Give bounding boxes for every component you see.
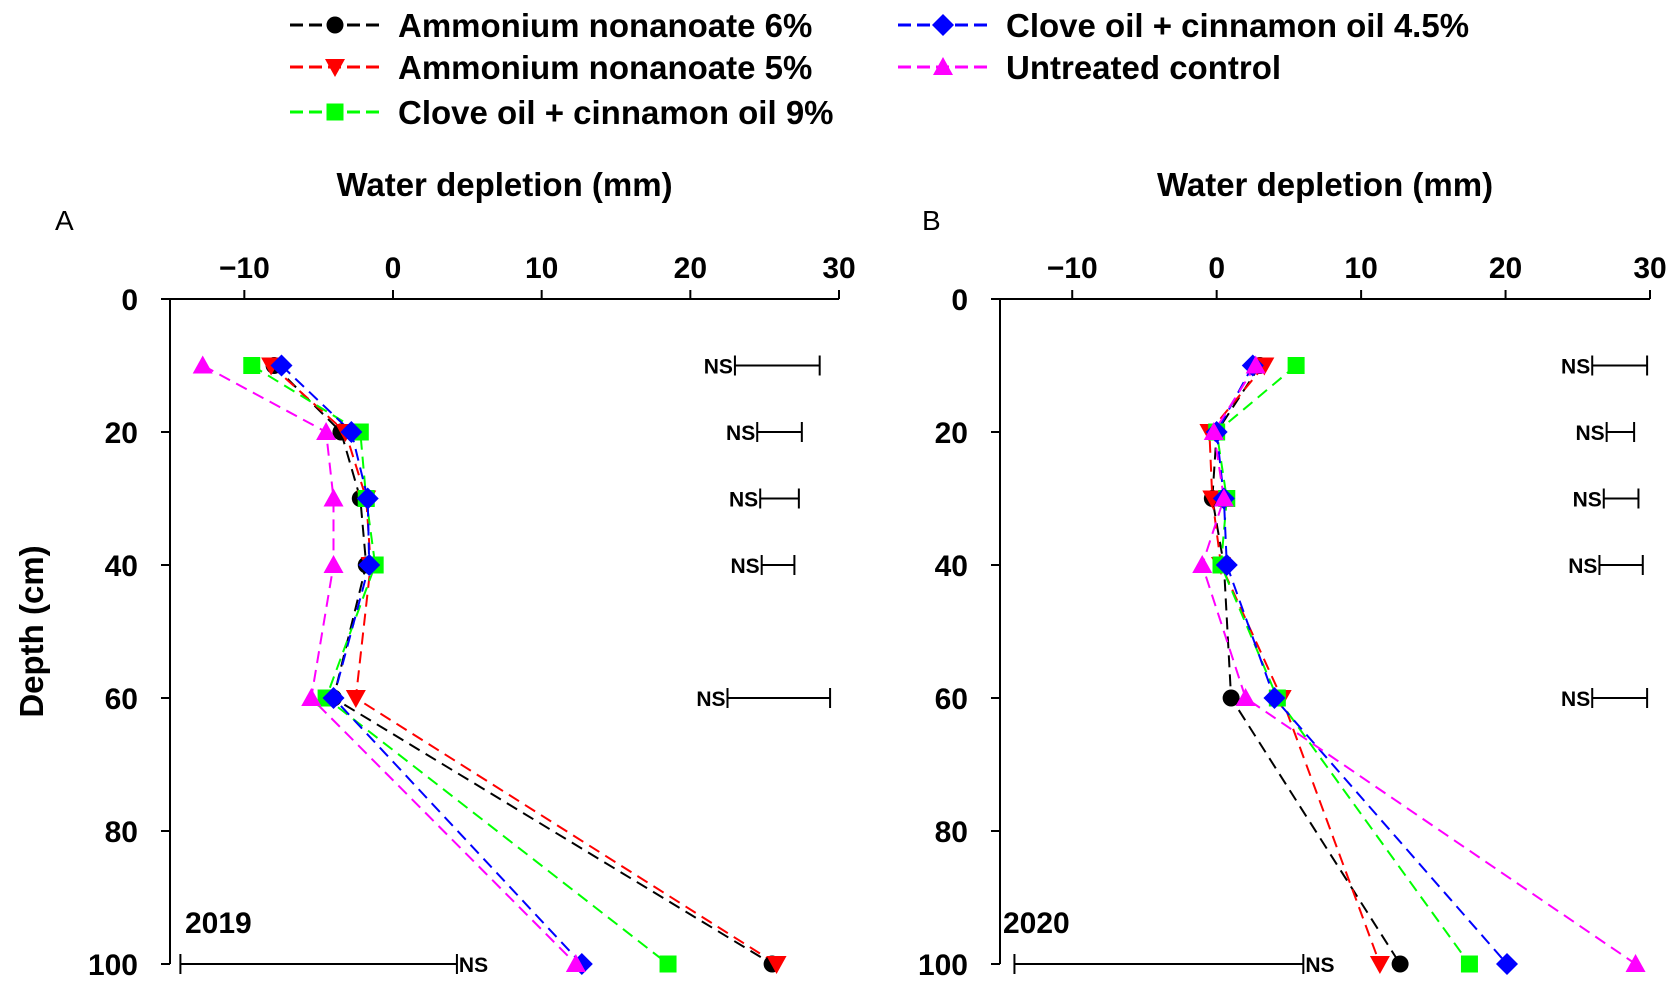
panel-a-line-ammonium-nonanoate-6 [273,364,773,965]
panel-a-y-tick-label: 20 [105,417,138,450]
panel-b-line-clove-oil-cinnamon-oil-9 [1215,364,1471,965]
panel-b-point-untreated-control [1203,422,1224,440]
panel-a-y-tick-label: 40 [105,550,138,583]
panel-a-ns-label: NS [729,489,758,512]
panel-a-line-clove-oil-cinnamon-oil-9 [251,364,669,965]
panel-a-point-ammonium-nonanoate-5 [766,956,787,974]
panel-b-y-tick-label: 100 [918,949,968,982]
panel-b-point-clove-oil-cinnamon-oil-9 [1287,357,1305,374]
panel-a: −10 0 10 20 30 0 20 40 60 80 100 Water depletion (m… [13,166,856,982]
panel-b-y-tick-label: 80 [935,816,968,849]
panel-a-point-clove-oil-cinnamon-oil-4-5 [322,687,345,709]
panel-b-point-untreated-control [1625,954,1646,972]
panel-b-x-tick-label: 10 [1344,252,1377,285]
panel-a-x-axis-title: Water depletion (mm) [336,166,672,203]
panel-a-x-tick-label: −10 [219,252,270,285]
panel-b-ns-label: NS [1573,489,1602,512]
legend-marker-clove-oil-cinnamon-oil-4-5 [932,14,954,36]
panel-b-line-clove-oil-cinnamon-oil-4-5 [1215,365,1508,965]
panel-b-ns-label: NS [1575,422,1604,445]
legend: Ammonium nonanoate 6% Ammonium nonanoate … [290,7,1469,131]
panel-b-x-tick-label: 30 [1633,252,1666,285]
panel-a-y-tick-label: 60 [105,683,138,716]
panel-b-line-ammonium-nonanoate-5 [1208,364,1381,965]
legend-marker-ammonium-nonanoate-5 [325,59,345,77]
panel-a-ns-label: NS [704,356,733,379]
panel-b-line-ammonium-nonanoate-6 [1211,364,1401,965]
panel-b-point-untreated-control [1192,555,1213,573]
panel-a-line-clove-oil-cinnamon-oil-4-5 [280,364,583,965]
panel-a-line-untreated-control [202,364,577,965]
panel-b-year-label: 2020 [1003,907,1070,940]
panel-a-ns-label: NS [731,555,760,578]
panel-a-x-tick-label: 30 [822,252,855,285]
panel-b: −10 0 10 20 30 0 20 40 60 80 100 Water depletion (m… [918,166,1667,982]
panel-a-ns-label: NS [696,688,725,711]
panel-a-y-tick-label: 100 [88,949,138,982]
panel-a-point-untreated-control [323,488,344,507]
panel-b-ns-label: NS [1561,688,1590,711]
panel-b-ns-label: NS [1305,954,1334,977]
panel-a-point-ammonium-nonanoate-5 [345,690,366,708]
panel-b-line-untreated-control [1201,364,1637,965]
panel-b-point-clove-oil-cinnamon-oil-4-5 [1263,687,1286,709]
panel-a-point-clove-oil-cinnamon-oil-4-5 [270,354,293,377]
legend-label-clove-oil-cinnamon-oil-4-5: Clove oil + cinnamon oil 4.5% [1006,7,1469,44]
panel-a-point-clove-oil-cinnamon-oil-4-5 [358,554,381,576]
legend-label-ammonium-nonanoate-6: Ammonium nonanoate 6% [398,7,812,44]
panel-a-point-clove-oil-cinnamon-oil-9 [659,955,677,973]
legend-marker-untreated-control [933,57,953,75]
panel-b-point-untreated-control [1213,488,1234,507]
panel-b-point-untreated-control [1235,688,1256,706]
panel-b-x-tick-label: 0 [1208,252,1225,285]
panel-b-point-clove-oil-cinnamon-oil-4-5 [1215,554,1238,576]
panel-b-y-tick-label: 40 [935,550,968,583]
panel-b-y-tick-label: 60 [935,683,968,716]
panel-b-x-tick-label: −10 [1047,252,1098,285]
panel-b-x-tick-label: 20 [1489,252,1522,285]
legend-label-clove-oil-cinnamon-oil-9: Clove oil + cinnamon oil 9% [398,94,834,131]
panel-b-letter: B [922,205,941,236]
panel-a-point-clove-oil-cinnamon-oil-4-5 [356,487,379,510]
panel-a-ns-label: NS [726,422,755,445]
panel-a-y-tick-label: 80 [105,816,138,849]
legend-label-untreated-control: Untreated control [1006,49,1281,86]
panel-a-point-untreated-control [192,355,213,374]
legend-marker-clove-oil-cinnamon-oil-9 [326,103,344,121]
panel-a-y-axis-title: Depth (cm) [13,545,50,717]
panel-a-point-untreated-control [316,422,337,440]
panel-a-ns-label: NS [459,954,488,977]
panel-a-point-untreated-control [565,954,586,972]
panel-b-point-ammonium-nonanoate-6 [1391,955,1409,973]
legend-marker-ammonium-nonanoate-6 [326,16,344,34]
panel-a-year-label: 2019 [185,907,252,940]
panel-b-point-ammonium-nonanoate-5 [1369,956,1390,974]
panel-b-y-tick-label: 0 [951,284,968,317]
panel-a-point-untreated-control [323,555,344,573]
panel-b-ns-label: NS [1561,356,1590,379]
panel-a-point-clove-oil-cinnamon-oil-9 [243,357,261,374]
panel-b-ns-label: NS [1568,555,1597,578]
panel-b-x-axis-title: Water depletion (mm) [1157,166,1493,203]
panel-b-point-ammonium-nonanoate-6 [1222,689,1240,707]
panel-b-point-clove-oil-cinnamon-oil-4-5 [1496,953,1518,975]
panel-b-y-tick-label: 20 [935,417,968,450]
panel-a-x-tick-label: 0 [385,252,402,285]
panel-a-y-tick-label: 0 [121,284,138,317]
panel-a-point-untreated-control [301,688,322,706]
panel-a-x-tick-label: 20 [674,252,707,285]
legend-label-ammonium-nonanoate-5: Ammonium nonanoate 5% [398,49,812,86]
panel-a-point-clove-oil-cinnamon-oil-4-5 [340,421,363,443]
panel-a-letter: A [55,205,74,236]
panel-a-line-ammonium-nonanoate-5 [270,364,778,965]
panel-b-point-untreated-control [1245,355,1266,374]
panel-a-x-tick-label: 10 [525,252,558,285]
panel-b-point-clove-oil-cinnamon-oil-9 [1460,955,1478,973]
